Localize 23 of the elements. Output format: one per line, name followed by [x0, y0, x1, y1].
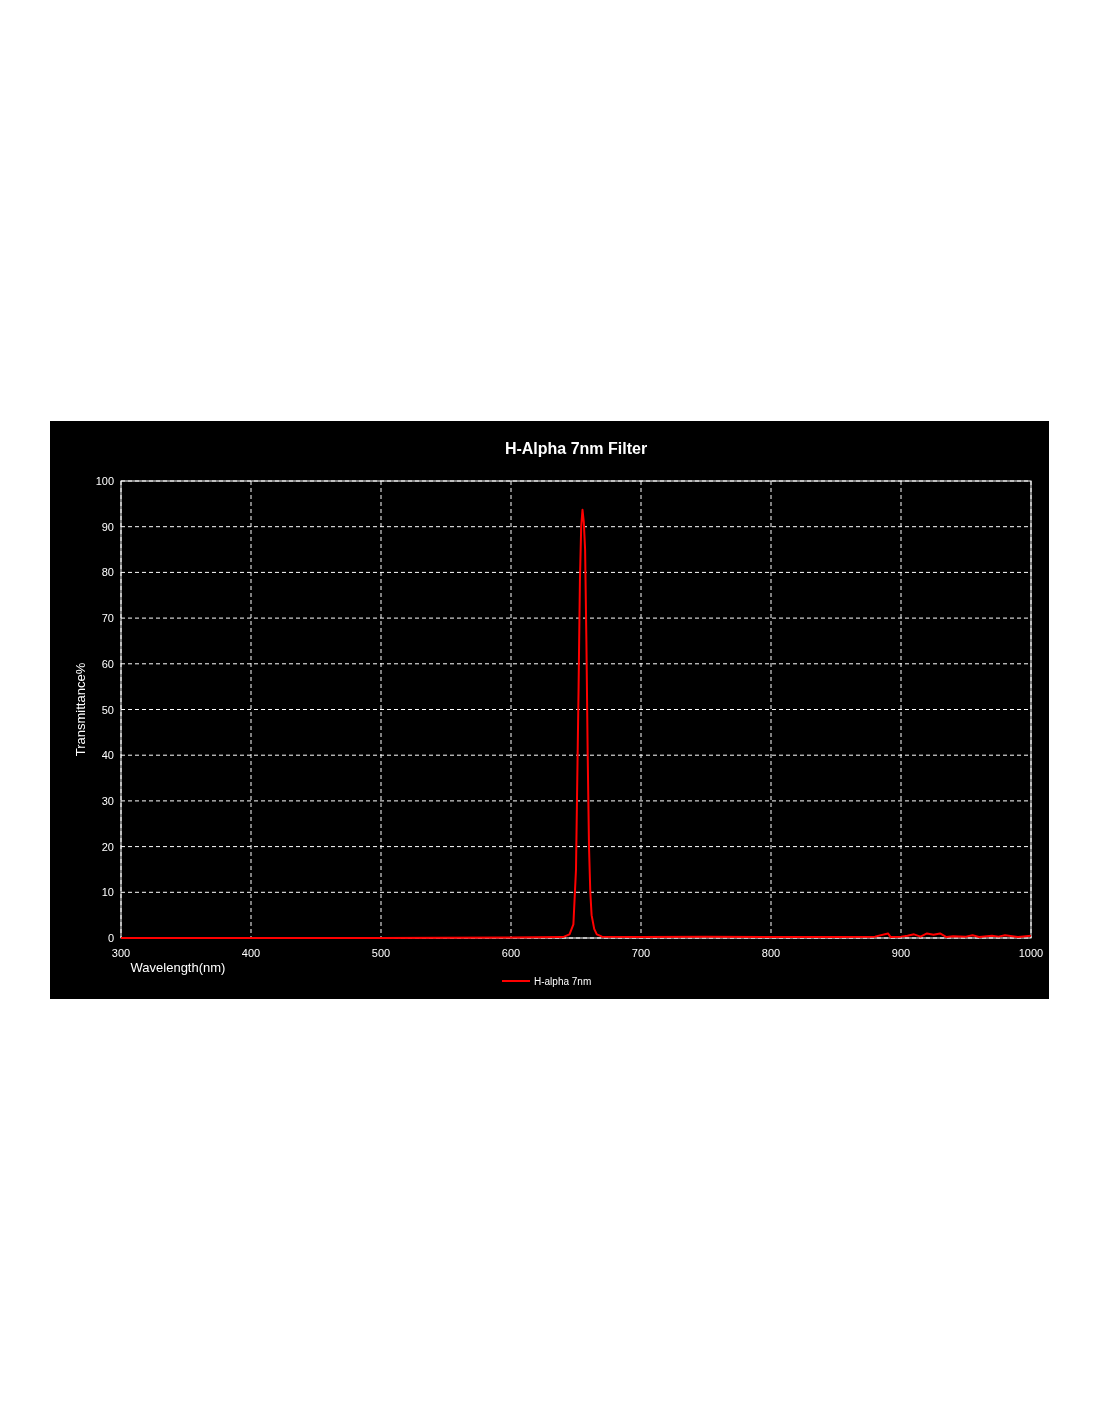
y-axis-title: Transmittance%: [73, 662, 88, 757]
x-tick-label: 800: [761, 947, 781, 959]
x-tick-label: 600: [501, 947, 521, 959]
y-tick-label: 60: [101, 657, 114, 670]
y-tick-label: 50: [101, 703, 114, 716]
y-tick-label: 70: [101, 612, 114, 625]
x-tick-label: 1000: [1018, 947, 1044, 959]
x-tick-label: 300: [111, 947, 131, 959]
y-tick-label: 0: [107, 932, 114, 944]
y-tick-label: 20: [101, 840, 114, 853]
x-tick-label: 500: [371, 947, 391, 959]
x-tick-label: 400: [241, 947, 261, 959]
y-tick-label: 100: [95, 475, 114, 487]
y-tick-label: 30: [101, 794, 114, 807]
x-tick-label: 700: [631, 947, 651, 959]
chart-title: H-Alpha 7nm Filter: [504, 440, 648, 457]
y-tick-label: 80: [101, 566, 114, 579]
legend-label: H-alpha 7nm: [534, 976, 592, 987]
y-tick-label: 90: [101, 520, 114, 533]
y-tick-label: 40: [101, 749, 114, 762]
y-tick-label: 10: [101, 886, 114, 899]
x-axis-title: Wavelength(nm): [130, 960, 226, 975]
x-tick-label: 900: [891, 947, 911, 959]
